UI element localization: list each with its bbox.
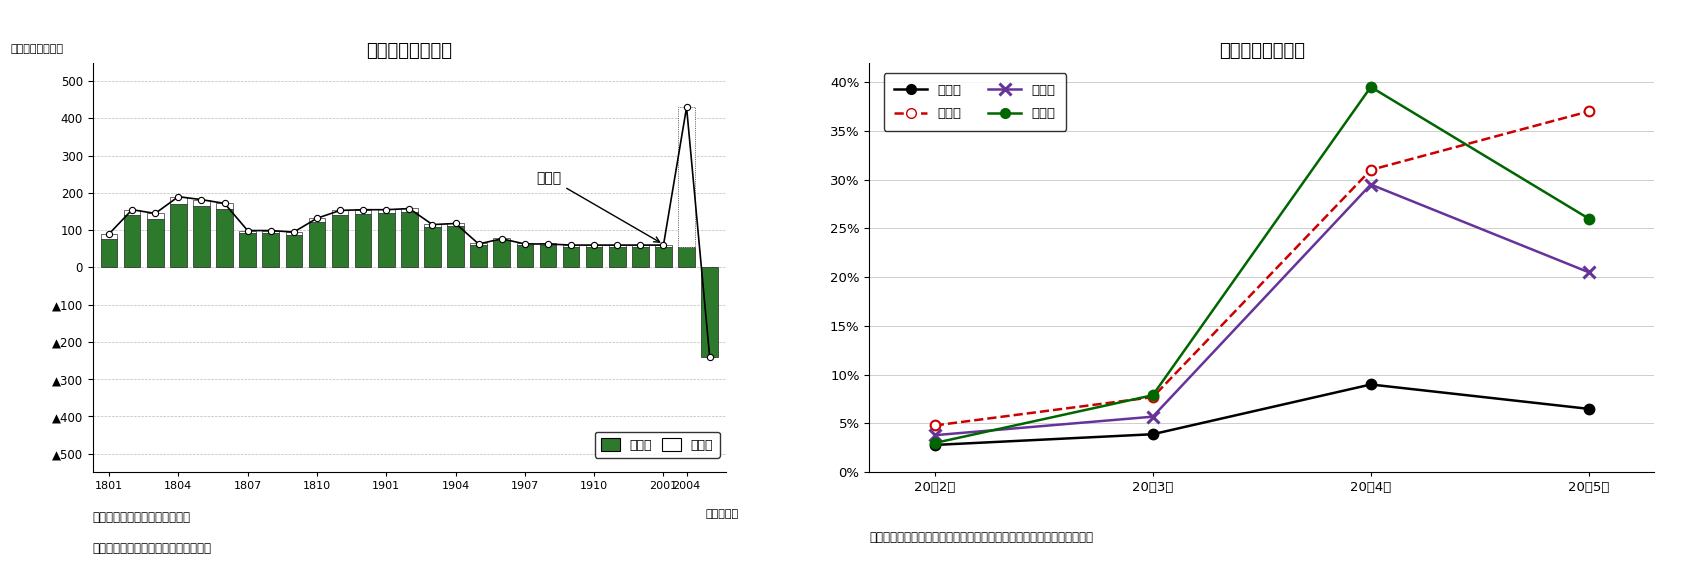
Bar [540,245,557,267]
Bar [447,222,464,226]
Title: 就業者増減の内訳: 就業者増減の内訳 [366,42,452,60]
Bar [192,206,209,267]
Bar [240,233,257,267]
Bar [354,214,371,267]
Bar [424,227,441,267]
Bar [655,245,672,247]
Bar [586,245,603,247]
Text: （資料）総務省統計局「労働力調査」: （資料）総務省統計局「労働力調査」 [93,542,211,555]
Bar [262,233,279,267]
Bar [402,212,417,267]
宿泊業 [1578,108,1599,115]
Line: 飲食店: 飲食店 [928,179,1595,441]
Line: 娯楽業: 娯楽業 [930,82,1593,448]
Bar [493,238,510,240]
宿泊業 [925,422,945,429]
Bar [285,234,302,267]
Bar [679,247,695,267]
娯楽業 [1361,84,1381,90]
Bar [101,240,118,267]
Bar [471,243,486,245]
Bar [333,210,348,215]
Bar [701,267,717,357]
Legend: 全産業, 宿泊業, 飲食店, 娯楽業: 全産業, 宿泊業, 飲食店, 娯楽業 [885,73,1067,131]
Bar [631,245,648,247]
全産業 [1578,406,1599,413]
Bar [101,234,118,240]
Bar [586,247,603,267]
Bar [631,247,648,267]
Bar [378,209,395,213]
Bar [424,224,441,227]
Bar [333,215,348,267]
Bar [170,204,187,267]
Bar [262,230,279,233]
Bar [309,222,326,267]
Line: 宿泊業: 宿泊業 [930,106,1593,430]
飲食店 [1143,413,1163,420]
Bar [123,215,140,267]
Bar [354,210,371,214]
Text: （年・月）: （年・月） [706,509,739,519]
娯楽業 [1578,215,1599,222]
宿泊業 [1143,394,1163,401]
Bar [679,108,695,247]
Bar [609,245,626,247]
Bar [517,245,533,267]
Bar [216,203,233,209]
Bar [562,245,579,247]
宿泊業 [1361,167,1381,174]
Text: （注）就業者＝従業者＋休業者: （注）就業者＝従業者＋休業者 [93,510,191,523]
全産業 [1361,381,1381,388]
Bar [285,232,302,234]
Text: 就業者: 就業者 [537,171,660,242]
Line: 全産業: 全産業 [930,380,1593,450]
Bar [655,247,672,267]
飲食店 [925,432,945,439]
Bar [123,210,140,215]
Bar [192,200,209,206]
全産業 [1143,431,1163,438]
Bar [609,247,626,267]
全産業 [925,442,945,448]
Bar [447,226,464,267]
Bar [240,230,257,233]
Bar [471,245,486,267]
Text: （前年差、万人）: （前年差、万人） [10,44,64,55]
Bar [517,243,533,245]
Bar [147,219,164,267]
飲食店 [1361,181,1381,188]
Bar [402,208,417,212]
Bar [378,213,395,267]
Bar [540,243,557,245]
娯楽業 [1143,392,1163,399]
Bar [562,247,579,267]
Bar [147,213,164,219]
娯楽業 [925,440,945,447]
飲食店 [1578,269,1599,276]
Bar [309,218,326,222]
Legend: 従業者, 休業者: 従業者, 休業者 [594,432,719,458]
Bar [170,197,187,204]
Title: 主な産業別休業率: 主な産業別休業率 [1219,42,1305,60]
Bar [493,240,510,267]
Bar [216,209,233,267]
Text: （資料）総務省統計局「労働力調査」　（注）休業率＝休業者／就業者: （資料）総務省統計局「労働力調査」 （注）休業率＝休業者／就業者 [869,530,1094,543]
